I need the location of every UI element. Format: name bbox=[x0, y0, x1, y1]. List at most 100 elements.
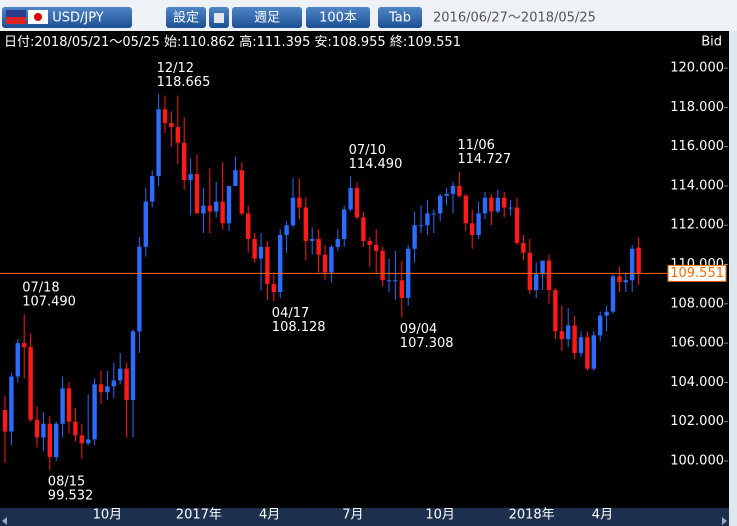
candle-body bbox=[111, 380, 116, 387]
candle-body bbox=[162, 109, 168, 124]
candle-body bbox=[201, 205, 206, 214]
chart-area bbox=[0, 31, 729, 508]
candle-body bbox=[207, 205, 212, 212]
candle-body bbox=[444, 193, 449, 196]
candle-body bbox=[367, 240, 372, 245]
annotation-value: 118.665 bbox=[157, 75, 211, 90]
candle-body bbox=[182, 142, 187, 181]
candle-body bbox=[489, 197, 494, 212]
y-tick-label: 104.000 bbox=[670, 375, 724, 390]
candle-body bbox=[450, 185, 456, 194]
candle-body bbox=[47, 423, 52, 458]
candle-body bbox=[559, 331, 564, 340]
candle-body bbox=[540, 260, 545, 275]
price-tag-label: 109.551 bbox=[670, 266, 724, 281]
candle-body bbox=[630, 248, 635, 281]
candle-body bbox=[521, 242, 526, 253]
candle-body bbox=[566, 325, 571, 340]
candle-body bbox=[438, 195, 443, 214]
candle-body bbox=[425, 213, 430, 226]
candle-body bbox=[322, 254, 328, 273]
candle-body bbox=[457, 185, 462, 196]
candle-body bbox=[60, 388, 65, 424]
candle-body bbox=[348, 187, 353, 210]
y-tick-label: 112.000 bbox=[670, 218, 724, 233]
candle-body bbox=[476, 213, 481, 236]
candle-body bbox=[502, 197, 507, 208]
settings: 設定 bbox=[173, 10, 199, 26]
y-tick-label: 120.000 bbox=[670, 61, 724, 76]
candle-body bbox=[636, 247, 641, 274]
settings-button[interactable] bbox=[166, 7, 206, 28]
x-tick-label: 7月 bbox=[342, 508, 363, 523]
y-tick-label: 102.000 bbox=[670, 414, 724, 429]
price-tag bbox=[667, 264, 727, 282]
candle-body bbox=[598, 315, 603, 336]
candle-body bbox=[9, 376, 14, 432]
count-button[interactable] bbox=[306, 7, 370, 28]
candle-body bbox=[470, 223, 475, 236]
candle-body bbox=[335, 238, 340, 247]
info-line: 日付:2018/05/21～05/25 始:110.862 高:111.395 … bbox=[4, 34, 461, 50]
annotation-date: 09/04 bbox=[400, 322, 437, 337]
candle-body bbox=[130, 331, 136, 401]
candle-body bbox=[79, 435, 84, 444]
info-close-label: 終: bbox=[390, 34, 407, 50]
annotation-date: 07/10 bbox=[349, 143, 386, 158]
candle-body bbox=[431, 213, 436, 215]
x-tick-label: 2018年 bbox=[509, 508, 555, 523]
candle-body bbox=[316, 238, 321, 255]
candle-body bbox=[239, 170, 244, 214]
candle-body bbox=[137, 246, 142, 332]
annotation-date: 04/17 bbox=[272, 306, 309, 321]
candle-body bbox=[290, 197, 296, 226]
candle-body bbox=[22, 343, 27, 348]
period-button[interactable] bbox=[232, 7, 302, 28]
candle-body bbox=[482, 197, 488, 214]
candle-body bbox=[610, 276, 616, 312]
candle-body bbox=[118, 368, 123, 381]
x-tick-label: 4月 bbox=[592, 508, 613, 523]
candle-body bbox=[258, 246, 264, 259]
annotation-value: 114.727 bbox=[457, 152, 511, 167]
candle-body bbox=[623, 280, 628, 283]
candle-body bbox=[297, 197, 302, 208]
x-tick-label: 2017年 bbox=[176, 508, 222, 523]
candle-body bbox=[617, 276, 622, 283]
candle-body bbox=[28, 347, 33, 420]
x-tick-label: 10月 bbox=[93, 508, 123, 523]
annotation-date: 11/06 bbox=[457, 138, 494, 153]
y-tick-label: 116.000 bbox=[670, 139, 724, 154]
tab: Tab bbox=[388, 11, 411, 26]
candle-body bbox=[534, 274, 539, 291]
y-tick-label: 106.000 bbox=[670, 336, 724, 351]
jp-flag-sun bbox=[34, 13, 42, 21]
candle-body bbox=[585, 337, 590, 369]
candle-body bbox=[156, 109, 161, 177]
candle-body bbox=[393, 280, 398, 282]
candle-body bbox=[604, 311, 609, 316]
tab-button[interactable] bbox=[378, 7, 422, 28]
us-flag-stripes bbox=[6, 17, 26, 24]
x-tick-label: 4月 bbox=[259, 508, 280, 523]
scrollbar[interactable] bbox=[0, 508, 729, 526]
candle-body bbox=[508, 207, 513, 209]
candle-body bbox=[220, 201, 225, 224]
annotation-value: 99.532 bbox=[48, 489, 94, 504]
candle-body bbox=[527, 252, 532, 291]
candle-body bbox=[246, 213, 251, 239]
candle-body bbox=[265, 246, 270, 285]
candle-body bbox=[41, 423, 46, 438]
candle-body bbox=[303, 207, 308, 241]
candle-body bbox=[98, 384, 104, 393]
scroll-left bbox=[2, 517, 7, 525]
candle-body bbox=[374, 244, 379, 251]
candle-body bbox=[226, 185, 232, 224]
info-high-label: 高: bbox=[239, 34, 256, 50]
candle-body bbox=[342, 209, 347, 239]
y-tick-label: 100.000 bbox=[670, 453, 724, 468]
candle-body bbox=[578, 337, 584, 353]
annotation-date: 07/18 bbox=[22, 280, 59, 295]
